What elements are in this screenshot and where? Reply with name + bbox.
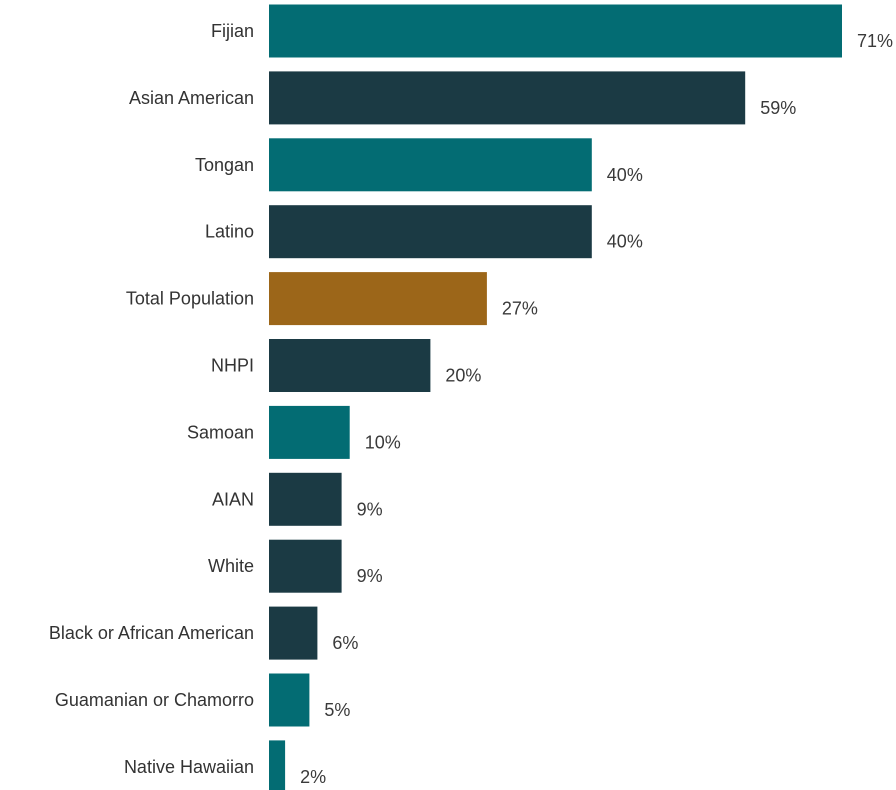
- value-label-fijian: 71%: [857, 31, 893, 51]
- category-label-white: White: [208, 556, 254, 576]
- category-label-guamanian-or-chamorro: Guamanian or Chamorro: [55, 690, 254, 710]
- bar-nhpi: [269, 339, 431, 392]
- value-label-samoan: 10%: [365, 432, 401, 452]
- bar-asian-american: [269, 71, 746, 125]
- bars-layer: [269, 4, 842, 790]
- value-label-black-or-african-american: 6%: [332, 633, 358, 653]
- value-label-native-hawaiian: 2%: [300, 767, 326, 787]
- value-labels-layer: 71% 59% 40% 40% 27% 20% 10% 9% 9% 6% 5% 2%: [300, 31, 893, 787]
- bar-native-hawaiian: [269, 740, 286, 790]
- value-label-tongan: 40%: [607, 165, 643, 185]
- value-label-asian-american: 59%: [760, 98, 796, 118]
- category-label-nhpi: NHPI: [211, 356, 254, 376]
- value-label-guamanian-or-chamorro: 5%: [324, 700, 350, 720]
- category-label-black-or-african-american: Black or African American: [49, 623, 254, 643]
- bar-aian: [269, 472, 342, 526]
- bar-tongan: [269, 138, 592, 192]
- category-label-native-hawaiian: Native Hawaiian: [124, 757, 254, 777]
- category-label-total-population: Total Population: [126, 289, 254, 309]
- bar-black-or-african-american: [269, 606, 318, 660]
- bar-white: [269, 539, 342, 593]
- value-label-total-population: 27%: [502, 299, 538, 319]
- value-label-latino: 40%: [607, 232, 643, 252]
- category-label-tongan: Tongan: [195, 155, 254, 175]
- value-label-nhpi: 20%: [445, 366, 481, 386]
- bar-fijian: [269, 4, 842, 58]
- category-labels-layer: Fijian Asian American Tongan Latino Total Po…: [49, 21, 254, 777]
- category-label-latino: Latino: [205, 222, 254, 242]
- bar-guamanian-or-chamorro: [269, 673, 310, 727]
- bar-samoan: [269, 405, 350, 459]
- category-label-fijian: Fijian: [211, 21, 254, 41]
- bar-latino: [269, 205, 592, 259]
- category-label-asian-american: Asian American: [129, 88, 254, 108]
- category-label-aian: AIAN: [212, 489, 254, 509]
- bar-total-population: [269, 272, 487, 326]
- value-label-aian: 9%: [357, 499, 383, 519]
- category-label-samoan: Samoan: [187, 422, 254, 442]
- value-label-white: 9%: [357, 566, 383, 586]
